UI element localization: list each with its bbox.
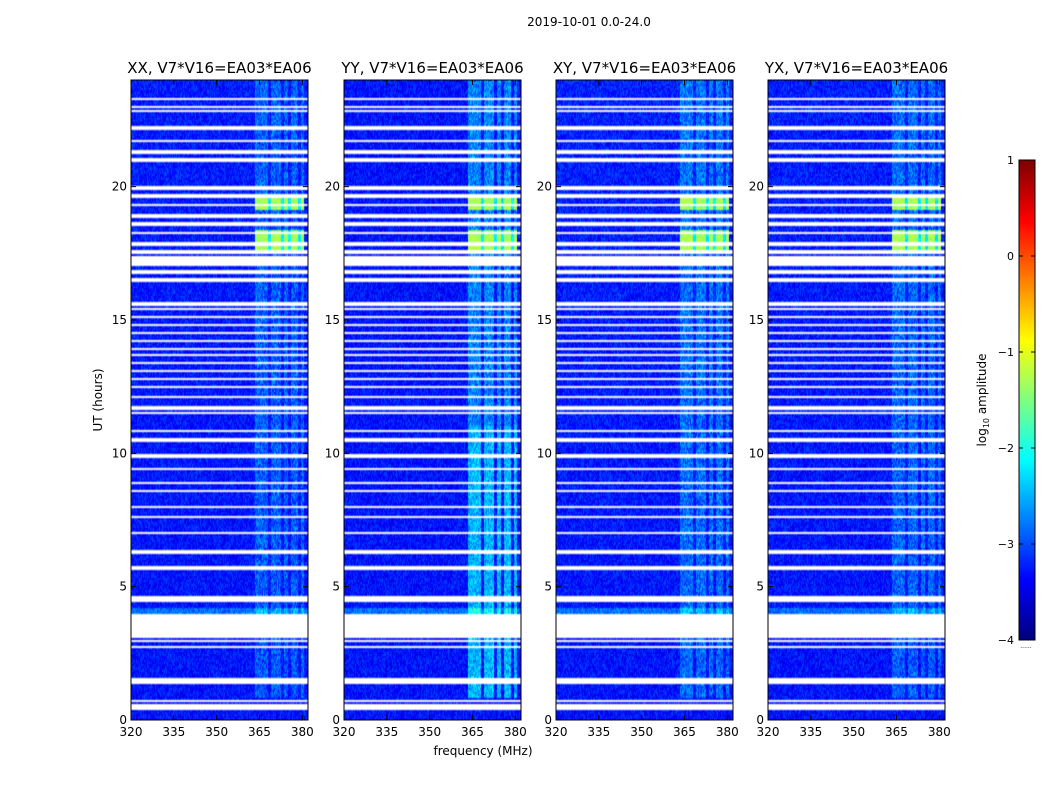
panel-yx: YX, V7*V16=EA03*EA06 320 335 350 365 380 0 5 10 1… — [749, 59, 951, 739]
x-tick-label: 320 — [120, 725, 143, 739]
y-tick-label: 20 — [325, 180, 340, 194]
y-tick-label: 10 — [749, 446, 764, 460]
y-tick-label: 0 — [332, 713, 340, 727]
figure-suptitle: 2019-10-01 0.0-24.0 — [527, 15, 651, 29]
y-axis-label: UT (hours) — [91, 368, 105, 431]
colorbar-frame — [1018, 159, 1036, 641]
y-tick-label: 10 — [325, 446, 340, 460]
y-tick-label: 20 — [749, 180, 764, 194]
colorbar-tick-label: −2 — [998, 442, 1014, 455]
y-tick-label: 15 — [112, 313, 127, 327]
colorbar: −4 −3 −2 −1 0 1 log10 amplitude ...... — [975, 154, 1036, 650]
colorbar-label: log10 amplitude — [975, 354, 991, 447]
colorbar-label-log: log — [975, 428, 989, 446]
x-tick-label: 365 — [461, 725, 484, 739]
panel-xx: XX, V7*V16=EA03*EA06 320 335 350 365 380 0 5 10 1… — [112, 59, 314, 739]
y-tick-label: 15 — [325, 313, 340, 327]
colorbar-ticks: −4 −3 −2 −1 0 1 — [998, 154, 1035, 647]
heatmap-xy — [556, 80, 733, 720]
x-tick-label: 380 — [716, 725, 739, 739]
panel-frame-yx — [767, 79, 946, 721]
y-tick-label: 20 — [537, 180, 552, 194]
x-tick-label: 320 — [333, 725, 356, 739]
x-tick-label: 380 — [504, 725, 527, 739]
x-tick-label: 335 — [162, 725, 185, 739]
y-tick-label: 20 — [112, 180, 127, 194]
panel-xy: XY, V7*V16=EA03*EA06 320 335 350 365 380 0 5 10 1… — [537, 59, 739, 739]
x-tick-label: 365 — [673, 725, 696, 739]
panel-title-yx: YX, V7*V16=EA03*EA06 — [764, 59, 948, 77]
y-tick-label: 0 — [756, 713, 764, 727]
y-tick-label: 5 — [332, 580, 340, 594]
x-tick-label: 350 — [630, 725, 653, 739]
y-tick-label: 15 — [749, 313, 764, 327]
y-tick-label: 5 — [119, 580, 127, 594]
y-tick-label: 15 — [537, 313, 552, 327]
x-tick-label: 320 — [545, 725, 568, 739]
colorbar-tick-label: 1 — [1007, 154, 1014, 167]
panel-title-yy: YY, V7*V16=EA03*EA06 — [340, 59, 523, 77]
x-tick-label: 365 — [248, 725, 271, 739]
heatmap-xx — [131, 80, 308, 720]
panel-frame-xx — [130, 79, 309, 721]
y-tick-label: 5 — [544, 580, 552, 594]
x-tick-label: 335 — [799, 725, 822, 739]
panel-frame-yy — [343, 79, 522, 721]
x-tick-label: 350 — [205, 725, 228, 739]
x-tick-label: 335 — [375, 725, 398, 739]
x-tick-label: 350 — [418, 725, 441, 739]
colorbar-dots: ...... — [1020, 643, 1032, 650]
heatmap-yx — [768, 80, 945, 720]
x-tick-label: 365 — [885, 725, 908, 739]
y-tick-label: 0 — [544, 713, 552, 727]
y-tick-label: 0 — [119, 713, 127, 727]
colorbar-tick-label: 0 — [1007, 250, 1014, 263]
colorbar-label-sub: 10 — [982, 418, 991, 428]
colorbar-tick-label: −1 — [998, 346, 1014, 359]
x-tick-label: 320 — [757, 725, 780, 739]
panel-title-xy: XY, V7*V16=EA03*EA06 — [553, 59, 736, 77]
y-tick-label: 10 — [537, 446, 552, 460]
colorbar-label-tail: amplitude — [975, 354, 989, 418]
panels-group: XX, V7*V16=EA03*EA06 320 335 350 365 380 0 5 10 1… — [112, 59, 951, 739]
x-tick-label: 350 — [842, 725, 865, 739]
colorbar-gradient — [1019, 160, 1035, 640]
panel-title-xx: XX, V7*V16=EA03*EA06 — [127, 59, 311, 77]
panel-frame-xy — [555, 79, 734, 721]
y-tick-label: 5 — [756, 580, 764, 594]
x-axis-label: frequency (MHz) — [433, 744, 532, 758]
x-tick-label: 380 — [291, 725, 314, 739]
panel-yy: YY, V7*V16=EA03*EA06 320 335 350 365 380 0 5 10 1… — [325, 59, 527, 739]
x-tick-label: 335 — [587, 725, 610, 739]
colorbar-tick-label: −3 — [998, 538, 1014, 551]
x-tick-label: 380 — [928, 725, 951, 739]
heatmap-yy — [344, 80, 521, 720]
colorbar-tick-label: −4 — [998, 634, 1014, 647]
y-tick-label: 10 — [112, 446, 127, 460]
